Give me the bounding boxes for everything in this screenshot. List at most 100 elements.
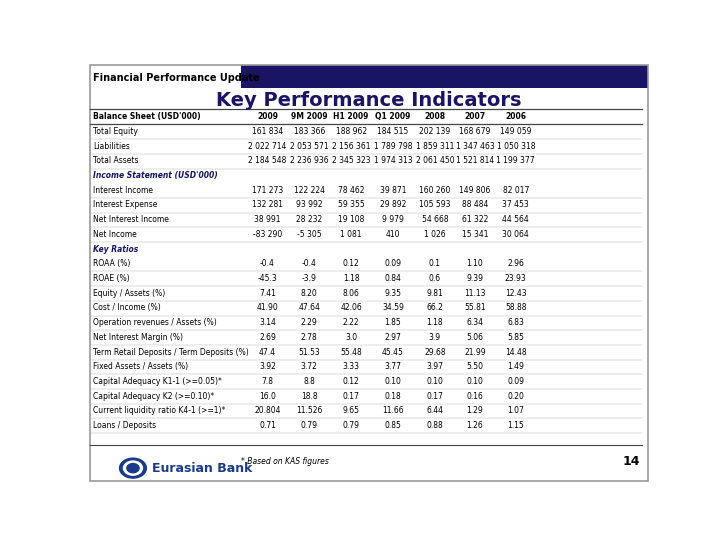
Text: 9.35: 9.35	[384, 289, 402, 298]
Text: 7.41: 7.41	[259, 289, 276, 298]
Text: Eurasian Bank: Eurasian Bank	[153, 462, 253, 475]
Text: 47.64: 47.64	[298, 303, 320, 313]
Text: 59 355: 59 355	[338, 200, 364, 210]
Text: 1 789 798: 1 789 798	[374, 141, 413, 151]
Text: Operation revenues / Assets (%): Operation revenues / Assets (%)	[93, 318, 217, 327]
Text: 1 974 313: 1 974 313	[374, 157, 413, 165]
Text: 188 962: 188 962	[336, 127, 366, 136]
Text: 41.90: 41.90	[256, 303, 279, 313]
Text: 19 108: 19 108	[338, 215, 364, 224]
Text: 0.71: 0.71	[259, 421, 276, 430]
Text: -0.4: -0.4	[260, 259, 275, 268]
Text: 0.16: 0.16	[467, 392, 483, 401]
Text: 132 281: 132 281	[252, 200, 283, 210]
Text: 2009: 2009	[257, 112, 278, 122]
Text: 2.78: 2.78	[301, 333, 318, 342]
Text: 6.44: 6.44	[426, 406, 444, 415]
Text: Capital Adequacy K2 (>=0.10)*: Capital Adequacy K2 (>=0.10)*	[93, 392, 214, 401]
Text: 1.07: 1.07	[508, 406, 524, 415]
Text: 161 834: 161 834	[252, 127, 283, 136]
Text: 1.18: 1.18	[343, 274, 359, 283]
Text: 44 564: 44 564	[503, 215, 529, 224]
Text: Equity / Assets (%): Equity / Assets (%)	[93, 289, 165, 298]
Text: 0.20: 0.20	[508, 392, 524, 401]
Text: 9.65: 9.65	[343, 406, 360, 415]
Text: Total Assets: Total Assets	[93, 157, 138, 165]
Text: 0.6: 0.6	[429, 274, 441, 283]
Text: 9 979: 9 979	[382, 215, 404, 224]
Text: Liabilities: Liabilities	[93, 141, 130, 151]
Text: 93 992: 93 992	[296, 200, 323, 210]
Text: 6.83: 6.83	[508, 318, 524, 327]
Text: 2.69: 2.69	[259, 333, 276, 342]
Text: 23.93: 23.93	[505, 274, 526, 283]
Text: 47.4: 47.4	[259, 348, 276, 356]
Text: Term Retail Deposits / Term Deposits (%): Term Retail Deposits / Term Deposits (%)	[93, 348, 248, 356]
Text: Key Performance Indicators: Key Performance Indicators	[216, 91, 522, 110]
Text: 0.1: 0.1	[429, 259, 441, 268]
Text: 29.68: 29.68	[424, 348, 446, 356]
Text: Fixed Assets / Assets (%): Fixed Assets / Assets (%)	[93, 362, 188, 371]
Text: 0.88: 0.88	[426, 421, 444, 430]
Text: 3.14: 3.14	[259, 318, 276, 327]
Text: H1 2009: H1 2009	[333, 112, 369, 122]
Text: Capital Adequacy K1-1 (>=0.05)*: Capital Adequacy K1-1 (>=0.05)*	[93, 377, 222, 386]
Text: 171 273: 171 273	[252, 186, 283, 195]
Text: ROAA (%): ROAA (%)	[93, 259, 130, 268]
Text: 16.0: 16.0	[259, 392, 276, 401]
Text: -0.4: -0.4	[302, 259, 317, 268]
Text: 2.97: 2.97	[384, 333, 402, 342]
Text: 0.12: 0.12	[343, 377, 359, 386]
Text: 2 236 936: 2 236 936	[290, 157, 328, 165]
Text: 14: 14	[622, 455, 639, 468]
Text: 8.8: 8.8	[303, 377, 315, 386]
Text: 0.84: 0.84	[384, 274, 402, 283]
Text: * Based on KAS figures: * Based on KAS figures	[240, 456, 328, 465]
Text: 1 081: 1 081	[341, 230, 362, 239]
Text: Financial Performance Update: Financial Performance Update	[93, 73, 259, 83]
Text: 38 991: 38 991	[254, 215, 281, 224]
Text: 66.2: 66.2	[426, 303, 444, 313]
Text: 0.17: 0.17	[343, 392, 359, 401]
Text: 5.50: 5.50	[467, 362, 484, 371]
Text: 1.29: 1.29	[467, 406, 483, 415]
Text: 8.06: 8.06	[343, 289, 359, 298]
Text: 2 345 323: 2 345 323	[332, 157, 371, 165]
Text: 0.17: 0.17	[426, 392, 444, 401]
Text: 34.59: 34.59	[382, 303, 404, 313]
Text: 0.09: 0.09	[384, 259, 402, 268]
Text: 3.33: 3.33	[343, 362, 360, 371]
Text: 1 050 318: 1 050 318	[497, 141, 535, 151]
Text: 15 341: 15 341	[462, 230, 488, 239]
Text: 410: 410	[386, 230, 400, 239]
Text: 149 059: 149 059	[500, 127, 531, 136]
Text: Total Equity: Total Equity	[93, 127, 138, 136]
Text: 14.48: 14.48	[505, 348, 526, 356]
Text: 1.49: 1.49	[508, 362, 524, 371]
Text: 7.8: 7.8	[261, 377, 274, 386]
Text: 2 022 714: 2 022 714	[248, 141, 287, 151]
Text: 45.45: 45.45	[382, 348, 404, 356]
Text: 0.10: 0.10	[467, 377, 483, 386]
Text: 3.0: 3.0	[345, 333, 357, 342]
Text: 55.81: 55.81	[464, 303, 486, 313]
Text: 3.77: 3.77	[384, 362, 402, 371]
Text: 122 224: 122 224	[294, 186, 325, 195]
Text: 51.53: 51.53	[298, 348, 320, 356]
Text: 3.97: 3.97	[426, 362, 444, 371]
Text: 1.10: 1.10	[467, 259, 483, 268]
Text: Q1 2009: Q1 2009	[375, 112, 410, 122]
Text: 1 521 814: 1 521 814	[456, 157, 494, 165]
Text: 42.06: 42.06	[341, 303, 362, 313]
Text: Loans / Deposits: Loans / Deposits	[93, 421, 156, 430]
Text: 2 053 571: 2 053 571	[290, 141, 328, 151]
Text: -5 305: -5 305	[297, 230, 322, 239]
Text: Current liquidity ratio K4-1 (>=1)*: Current liquidity ratio K4-1 (>=1)*	[93, 406, 225, 415]
Text: 160 260: 160 260	[419, 186, 451, 195]
Text: 1 347 463: 1 347 463	[456, 141, 495, 151]
Text: 3.92: 3.92	[259, 362, 276, 371]
Text: 2007: 2007	[464, 112, 485, 122]
Text: 2 156 361: 2 156 361	[332, 141, 370, 151]
Text: 55.48: 55.48	[341, 348, 362, 356]
Text: 5.85: 5.85	[508, 333, 524, 342]
